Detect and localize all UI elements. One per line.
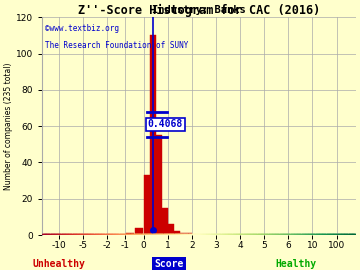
Bar [135,228,143,235]
Bar [150,35,156,235]
Text: ©www.textbiz.org: ©www.textbiz.org [45,24,120,33]
Bar [168,224,174,235]
Y-axis label: Number of companies (235 total): Number of companies (235 total) [4,62,13,190]
Text: Score: Score [154,259,184,269]
Text: The Research Foundation of SUNY: The Research Foundation of SUNY [45,41,189,50]
Bar [180,233,192,235]
Text: Industry: Banks: Industry: Banks [152,5,246,15]
Bar [162,208,168,235]
Text: Unhealthy: Unhealthy [32,259,85,269]
Bar [156,135,162,235]
Bar [144,175,149,235]
Text: 0.4068: 0.4068 [148,119,183,129]
Bar [126,233,134,235]
Title: Z''-Score Histogram for CAC (2016): Z''-Score Histogram for CAC (2016) [78,4,320,17]
Bar [174,231,180,235]
Text: Healthy: Healthy [276,259,317,269]
